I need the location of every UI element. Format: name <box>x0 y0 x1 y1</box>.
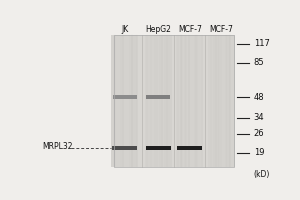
Text: JK: JK <box>121 25 128 34</box>
Bar <box>208 35 235 167</box>
Bar <box>114 35 234 167</box>
Text: MCF-7: MCF-7 <box>209 25 233 34</box>
Text: 26: 26 <box>254 129 264 138</box>
Bar <box>113 95 137 99</box>
Bar <box>145 35 172 167</box>
Text: HepG2: HepG2 <box>146 25 171 34</box>
Text: 85: 85 <box>254 58 264 67</box>
Text: MRPL32: MRPL32 <box>42 142 73 151</box>
Text: 117: 117 <box>254 39 270 48</box>
Bar <box>146 146 171 150</box>
Text: 19: 19 <box>254 148 264 157</box>
Bar <box>146 95 170 99</box>
Bar <box>178 146 202 150</box>
Text: (kD): (kD) <box>254 170 270 179</box>
Bar <box>114 35 234 167</box>
Bar <box>111 35 138 167</box>
Bar <box>176 35 203 167</box>
Text: 34: 34 <box>254 113 264 122</box>
Text: MCF-7: MCF-7 <box>178 25 202 34</box>
Bar <box>112 146 137 150</box>
Text: 48: 48 <box>254 93 264 102</box>
